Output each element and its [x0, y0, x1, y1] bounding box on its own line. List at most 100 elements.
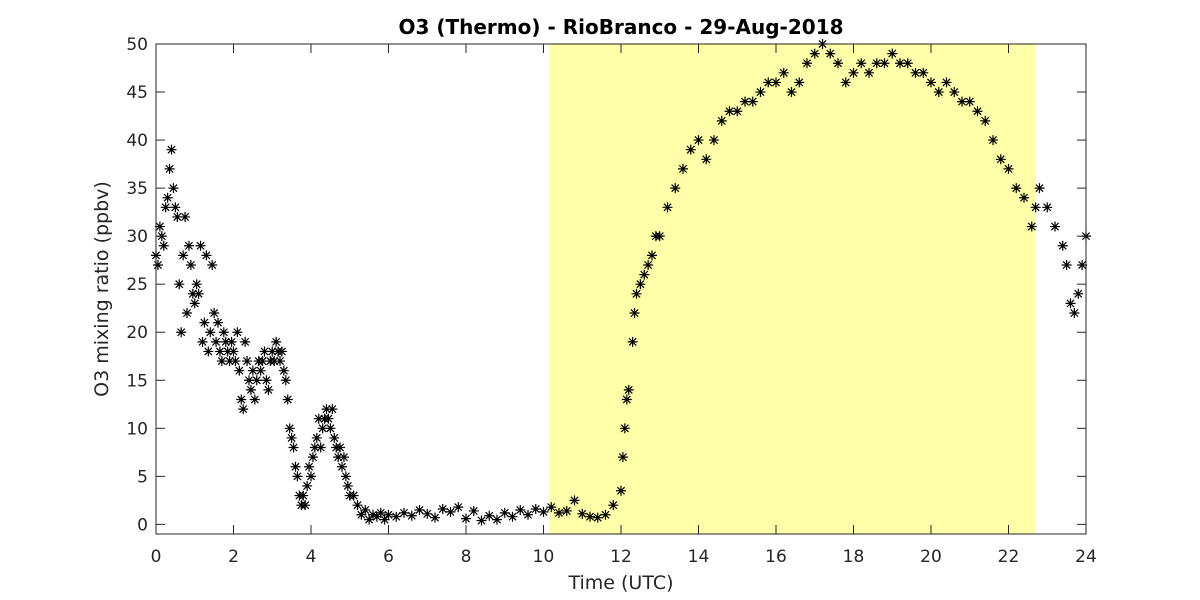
data-point — [654, 231, 665, 242]
data-point — [166, 144, 177, 155]
data-point — [298, 490, 309, 501]
data-point — [422, 508, 433, 519]
data-point — [957, 96, 967, 107]
data-point — [158, 240, 169, 251]
data-point — [647, 250, 657, 261]
data-point — [437, 504, 448, 515]
data-point — [635, 279, 646, 290]
data-point — [278, 365, 289, 376]
y-tick-label: 0 — [137, 515, 148, 535]
data-point — [193, 288, 204, 299]
data-point — [1030, 202, 1041, 213]
y-tick-label: 5 — [137, 467, 148, 487]
data-point — [771, 77, 781, 88]
data-point — [747, 96, 758, 107]
data-point — [325, 423, 336, 434]
data-point — [871, 58, 882, 69]
data-point — [988, 135, 998, 146]
data-point — [569, 495, 580, 506]
x-tick-label: 14 — [688, 547, 710, 567]
data-point — [313, 413, 324, 424]
data-point — [856, 58, 867, 69]
data-point — [895, 58, 905, 69]
data-point — [507, 511, 518, 522]
data-point — [430, 512, 440, 523]
data-point — [160, 202, 171, 213]
data-point — [371, 511, 382, 522]
data-point — [323, 413, 334, 424]
data-point — [321, 404, 332, 415]
data-point — [234, 365, 245, 376]
x-tick-label: 22 — [998, 547, 1020, 567]
data-point — [379, 514, 390, 525]
x-tick-label: 0 — [151, 547, 162, 567]
y-tick-label: 25 — [126, 275, 148, 295]
data-point — [236, 394, 247, 405]
data-point — [267, 346, 278, 357]
data-point — [286, 432, 297, 443]
data-point — [216, 356, 227, 367]
data-point — [391, 511, 402, 522]
data-point — [1042, 202, 1053, 213]
data-point — [226, 336, 237, 347]
data-point — [848, 67, 859, 78]
data-point — [840, 77, 851, 88]
data-point — [271, 336, 282, 347]
data-point — [1019, 192, 1029, 203]
data-point — [492, 514, 502, 525]
data-point — [182, 308, 192, 319]
data-point — [515, 504, 526, 515]
data-point — [168, 183, 179, 194]
data-point — [183, 240, 194, 251]
data-point — [375, 507, 386, 518]
data-point — [292, 471, 303, 482]
data-point — [724, 106, 735, 117]
data-point — [201, 250, 212, 261]
data-point — [244, 375, 254, 386]
data-point — [284, 423, 295, 434]
data-point — [162, 192, 173, 203]
data-point — [918, 67, 929, 78]
data-point — [247, 365, 258, 376]
x-axis: 0 2 4 6 8 10 12 14 16 18 20 22 24 — [151, 44, 1097, 567]
data-point — [763, 77, 774, 88]
data-point — [280, 375, 291, 386]
data-point — [399, 507, 409, 518]
data-point — [383, 509, 394, 520]
data-point — [678, 163, 688, 174]
data-point — [245, 384, 256, 395]
data-point — [242, 356, 253, 367]
data-point — [152, 259, 163, 270]
data-point — [230, 356, 241, 367]
y-tick-label: 40 — [126, 131, 148, 151]
data-point — [174, 279, 185, 290]
data-point — [222, 346, 233, 357]
y-tick-label: 10 — [126, 419, 148, 439]
x-tick-label: 24 — [1075, 547, 1097, 567]
data-point — [685, 144, 696, 155]
data-point — [191, 279, 202, 290]
data-point — [484, 510, 495, 521]
data-point — [290, 461, 301, 472]
data-point — [257, 356, 268, 367]
data-point — [693, 135, 704, 146]
data-point — [261, 375, 272, 386]
data-point — [205, 327, 216, 338]
data-point — [1077, 259, 1088, 270]
data-point — [732, 106, 743, 117]
data-point — [282, 394, 293, 405]
data-point — [941, 77, 952, 88]
data-point — [670, 183, 681, 194]
data-point — [453, 502, 464, 513]
data-point — [1057, 240, 1068, 251]
data-point — [631, 288, 642, 299]
data-point — [327, 404, 338, 415]
data-point — [228, 346, 239, 357]
x-tick-label: 4 — [306, 547, 317, 567]
data-point — [1011, 183, 1022, 194]
data-point — [187, 288, 198, 299]
data-point — [740, 96, 750, 107]
data-point — [364, 514, 375, 525]
data-point — [406, 510, 417, 521]
